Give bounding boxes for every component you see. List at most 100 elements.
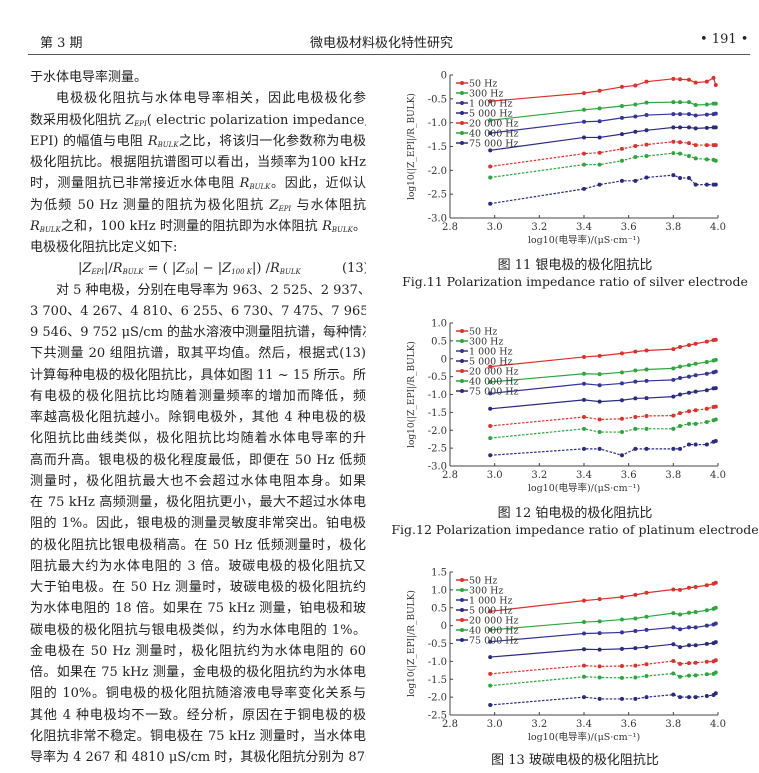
x-tick-label: 3.2 <box>531 470 547 481</box>
legend-marker <box>460 81 464 85</box>
math-symbol: RBULK <box>30 218 61 234</box>
header-title: 微电极材料极化特性研究 <box>310 36 454 51</box>
data-point <box>633 696 638 701</box>
data-point <box>671 76 676 81</box>
text-line: 9 546、9 752 μS/cm 的盐水溶液中测量阻抗谱，每种情况 <box>30 322 366 343</box>
legend-marker <box>460 141 464 145</box>
data-point <box>488 391 493 396</box>
y-tick-label: -2.0 <box>428 426 447 437</box>
x-axis-label: log10(电导率)/(μS·cm⁻¹) <box>528 482 640 494</box>
data-point <box>597 399 602 404</box>
data-point <box>713 670 718 675</box>
x-tick-label: 3.2 <box>531 222 547 233</box>
data-point <box>713 417 718 422</box>
text-run: 高而升高。银电极的极化程度最低，即便在 50 Hz 低频 <box>30 452 366 468</box>
data-point <box>693 421 698 426</box>
data-point <box>644 142 649 147</box>
data-point <box>686 661 691 666</box>
data-point <box>686 585 691 590</box>
series-line <box>490 76 717 102</box>
y-tick-label: 1.0 <box>431 319 447 330</box>
data-point <box>693 660 698 665</box>
data-point <box>693 408 698 413</box>
text-line: 数采用极化阻抗 ZEPI( electric polarization impe… <box>30 110 366 131</box>
y-tick-label: 0 <box>441 71 447 82</box>
data-point <box>488 175 493 180</box>
data-point <box>686 175 691 180</box>
header-rule <box>28 54 750 55</box>
data-point <box>488 131 493 136</box>
data-point <box>597 696 602 701</box>
data-point <box>671 426 676 431</box>
data-point <box>686 154 691 159</box>
data-point <box>704 672 709 677</box>
text-run: 之比，将该归一化参数称为电极 <box>178 133 366 149</box>
text-run: 为低频 50 Hz 测量的阻抗为极化阻抗 <box>30 197 270 213</box>
text-run: 于水体电导率测量。 <box>30 70 148 85</box>
data-point <box>633 396 638 401</box>
data-point <box>693 610 698 615</box>
legend-label: 300 Hz <box>469 586 503 597</box>
text-run: 下共测量 20 组阻抗谱，取其平均值。然后，根据式(13) <box>30 346 366 362</box>
data-point <box>671 394 676 399</box>
legend-marker <box>460 379 464 383</box>
legend-marker <box>460 618 464 622</box>
data-point <box>488 201 493 206</box>
series-line <box>490 406 716 427</box>
data-point <box>582 135 586 140</box>
text-line: 在 75 kHz 高频测量，极化阻抗更小，最大不超过水体电 <box>30 492 366 513</box>
math-subscript: EPI <box>134 119 147 128</box>
text-run: ( electric polarization impedance, <box>146 112 366 128</box>
math-subscript: BULK <box>249 183 271 192</box>
data-point <box>678 695 683 700</box>
data-point <box>678 612 683 617</box>
data-point <box>704 406 709 411</box>
data-point <box>678 645 683 650</box>
text-line: 为水体电阻的 18 倍。如果在 75 kHz 测量，铂电极和玻 <box>30 598 366 619</box>
series-line <box>490 174 716 205</box>
data-point <box>644 128 649 133</box>
legend-marker <box>460 578 464 582</box>
data-point <box>597 619 602 624</box>
text-line: 化阻抗非常不稳定。铜电极在 75 kHz 测量时，当水体电 <box>30 726 366 747</box>
y-tick-label: -1.5 <box>428 408 447 419</box>
data-point <box>488 423 493 428</box>
data-point <box>619 370 624 375</box>
data-point <box>678 364 683 369</box>
data-point <box>633 154 638 159</box>
y-tick-label: -2.0 <box>428 166 447 177</box>
data-point <box>597 446 602 451</box>
data-point <box>704 608 709 613</box>
y-tick-label: -1.5 <box>428 142 447 153</box>
y-tick-label: 1.0 <box>431 585 447 596</box>
data-point <box>671 611 676 616</box>
data-point <box>619 617 624 622</box>
data-point <box>633 83 638 88</box>
legend-marker <box>460 628 464 632</box>
math-subscript: BULK <box>157 140 179 149</box>
data-point <box>619 675 624 680</box>
data-point <box>597 647 602 652</box>
legend-label: 50 Hz <box>469 79 497 90</box>
data-point <box>597 150 602 155</box>
data-point <box>582 663 586 668</box>
text-run: 与水体阻抗 <box>291 197 366 213</box>
data-point <box>711 75 716 80</box>
series-line <box>490 371 716 395</box>
math-symbol: ZEPI <box>82 261 105 277</box>
text-line: 其他 4 种电极均不一致。经分析，原因在于铜电极的极 <box>30 705 366 726</box>
data-point <box>582 631 586 636</box>
text-run: 时，测量阻抗已非常接近水体电阻 <box>30 176 240 192</box>
text-run: 其他 4 种电极均不一致。经分析，原因在于铜电极的极 <box>30 707 366 723</box>
data-point <box>619 132 624 137</box>
data-point <box>582 107 586 112</box>
data-point <box>488 99 493 104</box>
data-point <box>597 353 602 358</box>
text-line: 阻抗最大约为水体电阻的 3 倍。玻碳电极的极化阻抗又 <box>30 556 366 577</box>
series-line <box>490 622 717 643</box>
text-line: 电极极化阻抗与水体电导率相关，因此电极极化参 <box>30 88 366 109</box>
data-point <box>582 620 586 625</box>
data-point <box>671 377 676 382</box>
data-point <box>488 702 493 707</box>
data-point <box>704 442 709 447</box>
